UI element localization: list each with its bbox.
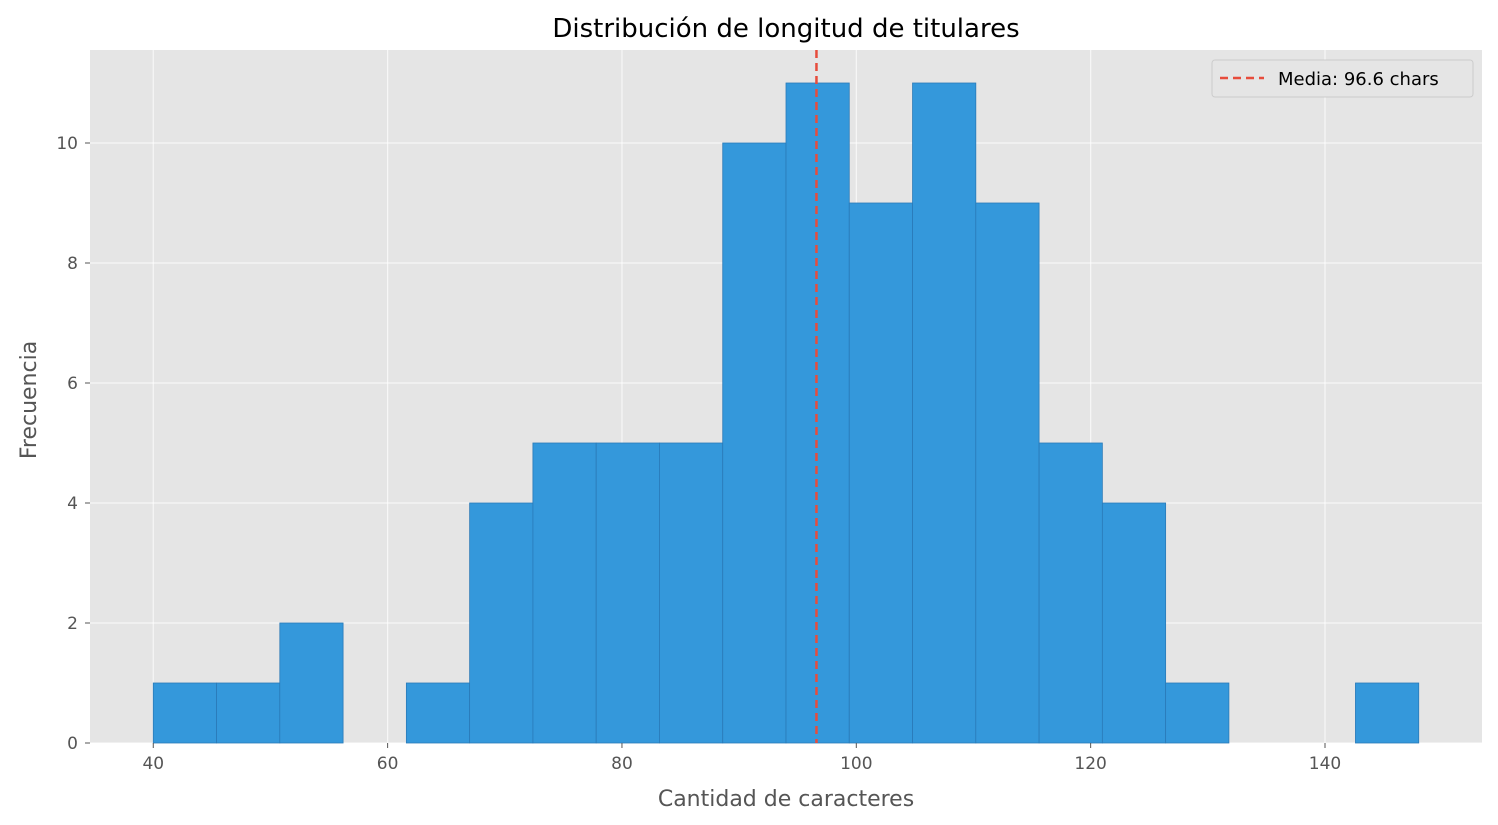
legend: Media: 96.6 chars — [1211, 59, 1474, 98]
histogram-bar — [405, 682, 471, 744]
legend-box — [1211, 59, 1474, 98]
histogram-bar — [216, 682, 281, 744]
histogram-bar — [1165, 682, 1230, 744]
histogram-bar — [659, 442, 724, 744]
x-tick-label: 80 — [611, 754, 633, 774]
x-axis-label: Cantidad de caracteres — [658, 787, 914, 812]
histogram-bar — [279, 622, 344, 744]
y-tick-label: 0 — [67, 734, 78, 754]
histogram-bar — [848, 202, 913, 744]
x-tick-label: 140 — [1309, 754, 1341, 774]
histogram-bar — [595, 442, 660, 744]
axis-ticks: 40 60 80 100 120 140 0 2 4 6 8 10 — [56, 134, 1341, 774]
y-tick-label: 2 — [67, 614, 78, 634]
y-axis-label: Frecuencia — [17, 341, 42, 459]
legend-mean-label: Media: 96.6 chars — [1278, 69, 1439, 90]
histogram-bar — [1038, 442, 1103, 744]
x-tick-label: 60 — [377, 754, 399, 774]
y-tick-label: 4 — [67, 494, 78, 514]
x-tick-label: 100 — [840, 754, 872, 774]
y-tick-label: 6 — [67, 374, 78, 394]
chart-title: Distribución de longitud de titulares — [552, 14, 1019, 44]
histogram-bar — [912, 82, 977, 744]
histogram-bar — [975, 202, 1040, 744]
x-tick-label: 120 — [1074, 754, 1106, 774]
histogram-bar — [469, 502, 534, 744]
y-tick-label: 10 — [56, 134, 78, 154]
x-tick-label: 40 — [142, 754, 164, 774]
histogram-bar — [1355, 682, 1420, 744]
histogram-bar — [152, 682, 217, 744]
histogram-bar — [1101, 502, 1167, 744]
y-tick-label: 8 — [67, 254, 78, 274]
histogram-bar — [722, 142, 787, 744]
histogram-bar — [532, 442, 597, 744]
histogram-bars — [152, 82, 1420, 744]
